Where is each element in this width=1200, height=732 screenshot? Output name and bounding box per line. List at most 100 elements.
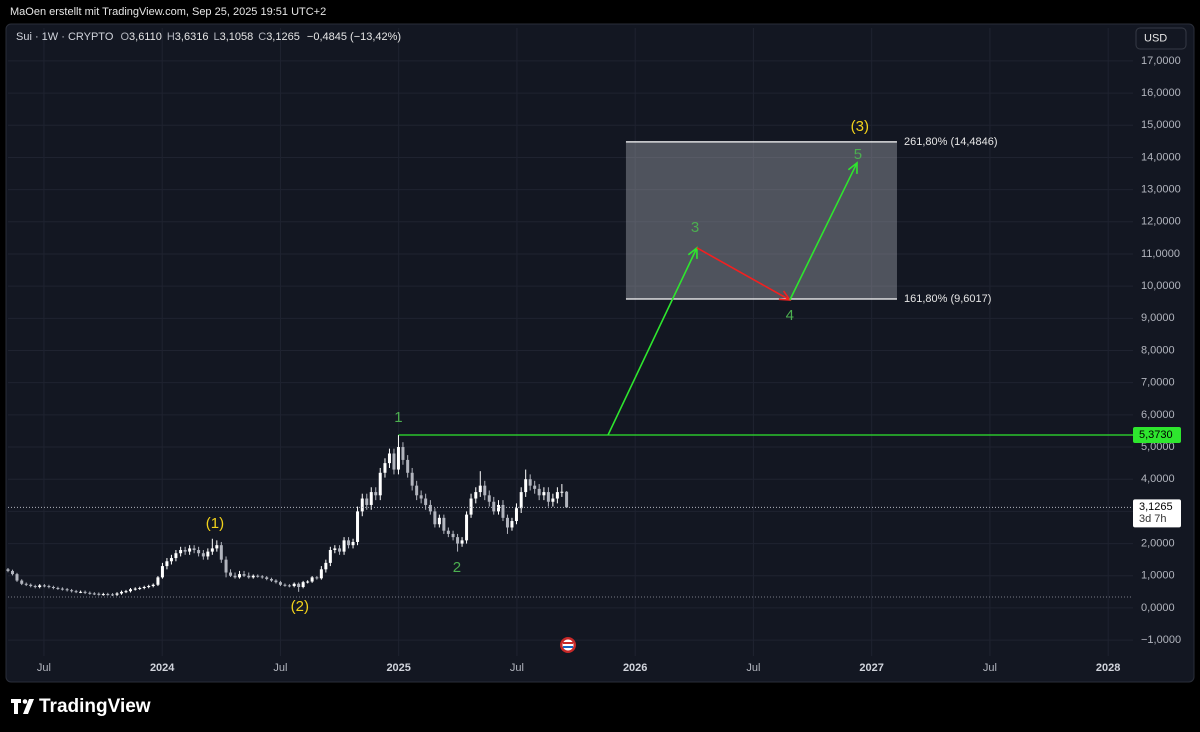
currency-button[interactable]	[1135, 27, 1187, 50]
wave-label: (2)	[291, 598, 309, 615]
candle-body	[179, 550, 183, 554]
candle-body	[315, 577, 319, 579]
candle-body	[356, 511, 360, 542]
candle-body	[505, 517, 509, 528]
candle-body	[115, 593, 119, 595]
candle-body	[406, 459, 410, 473]
candle-body	[446, 530, 450, 534]
candle-body	[292, 583, 296, 587]
wave-label: 3	[691, 219, 699, 236]
candle-body	[537, 488, 541, 496]
x-tick-label: Jul	[983, 662, 997, 674]
candle-body	[360, 498, 364, 512]
candle-body	[224, 559, 228, 573]
ohlc-value: 3,1265	[266, 31, 300, 43]
y-tick-label: 16,0000	[1141, 87, 1181, 99]
candle-body	[238, 574, 242, 578]
candle-body	[124, 591, 128, 593]
candle-body	[15, 574, 19, 581]
candle-body	[401, 447, 405, 460]
candle-body	[97, 593, 101, 595]
y-tick-label: 2,0000	[1141, 537, 1175, 549]
y-tick-label: −1,0000	[1141, 634, 1181, 646]
candle-body	[210, 548, 214, 552]
candle-body	[251, 575, 255, 578]
x-tick-label: 2026	[623, 662, 647, 674]
candle-body	[428, 504, 432, 512]
currency[interactable]: USD	[1144, 32, 1167, 44]
y-tick-label: 0,0000	[1141, 602, 1175, 614]
candle-body	[392, 453, 396, 470]
symbol: Sui · 1W · CRYPTO	[16, 31, 114, 43]
arrow	[789, 162, 858, 301]
candle-body	[410, 472, 414, 486]
candle-body	[365, 498, 369, 505]
wave-label: 1	[394, 409, 402, 426]
candle-body	[297, 583, 301, 588]
candle-body	[24, 583, 28, 585]
candle-body	[465, 514, 469, 541]
candle-body	[492, 501, 496, 512]
ohlc-key: L	[213, 31, 219, 43]
candle-body	[451, 533, 455, 538]
x-tick-label: 2025	[386, 662, 410, 674]
candle-body	[229, 572, 233, 576]
candle-body	[269, 578, 273, 581]
candle-body	[565, 491, 569, 508]
brand-logo	[11, 699, 34, 714]
change: −0,4845 (−13,42%)	[307, 31, 401, 43]
y-tick-label: 10,0000	[1141, 280, 1181, 292]
fib-label: 261,80% (14,4846)	[904, 136, 998, 148]
candle-body	[260, 576, 264, 578]
candle-body	[242, 574, 246, 576]
candle-body	[319, 569, 323, 579]
candle-body	[542, 492, 546, 496]
candle-body	[510, 521, 514, 528]
flag-inner	[562, 639, 574, 651]
candle-body	[306, 581, 310, 583]
candle-body	[460, 540, 464, 544]
candle-body	[256, 575, 260, 577]
candle-body	[29, 584, 33, 587]
candle-body	[42, 585, 46, 587]
candle-body	[487, 495, 491, 502]
candle-body	[174, 553, 178, 559]
candle-body	[65, 589, 69, 591]
candle-body	[160, 566, 164, 578]
y-tick-label: 5,0000	[1141, 441, 1175, 453]
candle-body	[287, 585, 291, 587]
ohlc-value: 3,1058	[220, 31, 254, 43]
y-tick-label: 6,0000	[1141, 409, 1175, 421]
ohlc-value: 3,6110	[129, 31, 162, 43]
x-tick-label: 2028	[1096, 662, 1120, 674]
plot-area: −1,00000,00001,00002,00003,00004,00005,0…	[6, 28, 1181, 674]
candle-body	[247, 575, 251, 578]
header: MaOen erstellt mit TradingView.com, Sep …	[10, 6, 326, 18]
y-tick-label: 15,0000	[1141, 119, 1181, 131]
x-tick-label: Jul	[37, 662, 51, 674]
y-tick-label: 7,0000	[1141, 377, 1175, 389]
candle-body	[283, 584, 287, 586]
candle-body	[328, 550, 332, 563]
logo-dot	[22, 699, 28, 704]
flag-stripe	[563, 642, 573, 644]
candle-body	[20, 580, 24, 584]
candle-body	[474, 492, 478, 499]
candle-body	[424, 498, 428, 505]
candle-body	[437, 517, 441, 525]
candle-body	[156, 577, 160, 585]
candle-body	[483, 485, 487, 496]
candle-body	[524, 479, 528, 493]
ohlc-key: O	[120, 31, 129, 43]
candle-body	[183, 550, 187, 552]
candle-body	[310, 577, 314, 582]
candle-body	[378, 472, 382, 496]
candle-body	[347, 540, 351, 546]
candle-body	[151, 584, 155, 587]
fib-label: 161,80% (9,6017)	[904, 293, 991, 305]
candle-body	[215, 545, 219, 549]
candle-body	[551, 498, 555, 502]
candle-body	[301, 582, 305, 588]
candle-body	[233, 575, 237, 578]
